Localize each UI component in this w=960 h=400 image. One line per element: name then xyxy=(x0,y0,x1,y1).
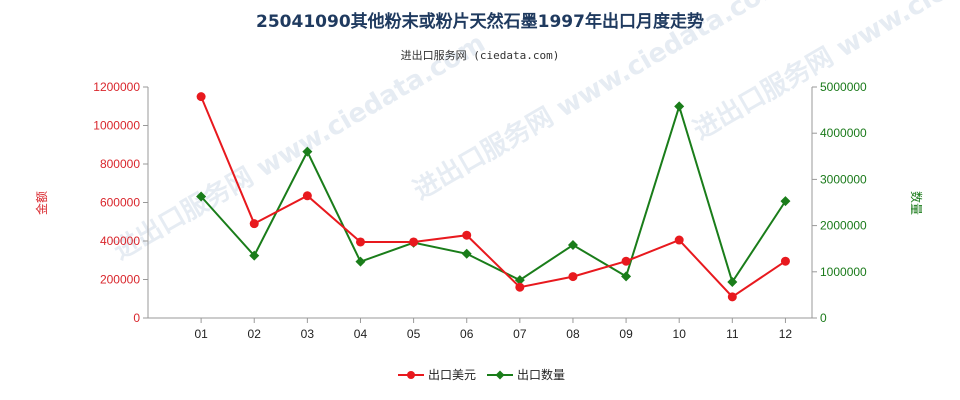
series-point-2 xyxy=(196,191,207,202)
left-tick-label: 0 xyxy=(133,311,140,325)
left-tick-label: 1000000 xyxy=(93,119,140,133)
series-point-2 xyxy=(355,256,366,267)
series-point-2 xyxy=(302,146,313,157)
series-point-1 xyxy=(462,230,472,240)
right-tick-label: 5000000 xyxy=(820,80,867,94)
left-tick-label: 400000 xyxy=(100,234,140,248)
legend-swatch-marker xyxy=(407,371,415,379)
series-point-1 xyxy=(355,237,365,247)
series-point-2 xyxy=(514,275,525,286)
left-tick-label: 600000 xyxy=(100,196,140,210)
series-point-1 xyxy=(780,256,790,266)
right-tick-label: 1000000 xyxy=(820,265,867,279)
right-tick-label: 3000000 xyxy=(820,172,867,186)
right-tick-label: 4000000 xyxy=(820,126,867,140)
left-tick-label: 800000 xyxy=(100,157,140,171)
right-tick-label: 0 xyxy=(820,311,827,325)
x-tick-label: 12 xyxy=(779,327,793,341)
x-tick-label: 10 xyxy=(673,327,687,341)
legend-label: 出口数量 xyxy=(517,367,565,382)
x-tick-label: 05 xyxy=(407,327,421,341)
watermark-text: 进出口服务网 www.ciedata.com xyxy=(109,28,491,266)
series-point-2 xyxy=(567,240,578,251)
x-tick-label: 08 xyxy=(566,327,580,341)
left-tick-label: 1200000 xyxy=(93,80,140,94)
series-point-1 xyxy=(249,219,259,229)
series-point-1 xyxy=(568,272,578,282)
chart-subtitle: 进出口服务网 (ciedata.com) xyxy=(401,48,560,62)
series-point-1 xyxy=(515,282,525,292)
x-tick-label: 01 xyxy=(194,327,208,341)
x-tick-label: 09 xyxy=(619,327,633,341)
series-point-1 xyxy=(196,92,206,102)
series-line-2 xyxy=(200,103,787,285)
series-point-1 xyxy=(302,191,312,201)
x-tick-label: 11 xyxy=(726,327,739,341)
chart-title: 25041090其他粉末或粉片天然石墨1997年出口月度走势 xyxy=(256,11,704,32)
right-axis-label: 数量 xyxy=(909,191,924,215)
legend: 出口美元 出口数量 xyxy=(398,367,565,382)
series-point-2 xyxy=(780,196,791,207)
series-line-1 xyxy=(200,96,786,299)
series-point-1 xyxy=(621,256,631,266)
series-point-2 xyxy=(249,250,260,261)
legend-swatch-marker xyxy=(495,370,505,380)
legend-label: 出口美元 xyxy=(428,368,476,382)
series-point-2 xyxy=(621,271,632,282)
left-axis-label: 金额 xyxy=(34,191,49,215)
series-point-2 xyxy=(461,248,472,259)
series-point-1 xyxy=(727,292,737,302)
axes-layer: 0 200000 400000 600000 800000 1000000 1200000 0… xyxy=(93,80,867,341)
x-tick-label: 02 xyxy=(248,327,262,341)
left-tick-label: 200000 xyxy=(100,273,140,287)
series-layer xyxy=(196,92,791,302)
series-point-1 xyxy=(674,235,684,245)
series-point-1 xyxy=(409,237,419,247)
x-tick-label: 03 xyxy=(301,327,315,341)
series-point-2 xyxy=(674,101,685,112)
series-point-2 xyxy=(727,276,738,287)
right-tick-label: 2000000 xyxy=(820,219,867,233)
x-tick-label: 06 xyxy=(460,327,474,341)
x-tick-label: 04 xyxy=(354,327,368,341)
x-tick-label: 07 xyxy=(513,327,527,341)
